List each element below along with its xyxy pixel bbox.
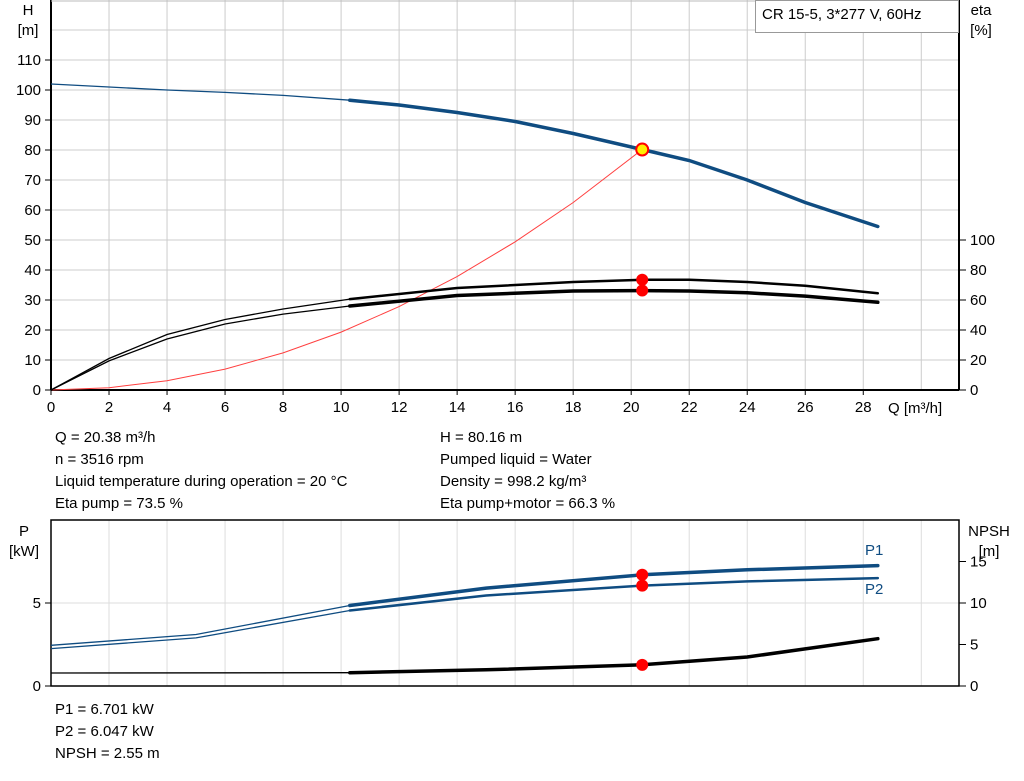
y-tick-label-left: 5 (33, 595, 41, 612)
y-tick-label-left: 20 (24, 322, 41, 339)
power-marker (636, 579, 649, 592)
eta-marker (636, 273, 649, 286)
info-temp: Liquid temperature during operation = 20… (55, 473, 348, 490)
info-h: H = 80.16 m (440, 429, 523, 446)
y-tick-label-left: 0 (33, 678, 41, 695)
eta-pump-motor-curve (348, 288, 880, 308)
p2-label: P2 (865, 581, 883, 598)
y-tick-label-left: 90 (24, 112, 41, 129)
y-label-right: eta (971, 2, 993, 19)
y-tick-label-left: 100 (16, 82, 41, 99)
y-tick-label-right: 80 (970, 262, 987, 279)
info-p1: P1 = 6.701 kW (55, 701, 154, 718)
eta-pump-curve (348, 278, 880, 301)
info-density: Density = 998.2 kg/m³ (440, 473, 587, 490)
y-label-left-unit: [kW] (9, 543, 39, 560)
x-tick-label: 0 (47, 399, 55, 416)
head-curve (348, 98, 880, 229)
x-tick-label: 12 (391, 399, 408, 416)
x-tick-label: 6 (221, 399, 229, 416)
y-tick-label-right: 0 (970, 382, 978, 399)
head-curve-thin (50, 83, 350, 101)
y-label-right: NPSH (968, 523, 1010, 540)
x-tick-label: 24 (739, 399, 756, 416)
x-tick-label: 28 (855, 399, 872, 416)
y-tick-label-right: 0 (970, 678, 978, 695)
x-tick-label: 22 (681, 399, 698, 416)
y-tick-label-left: 60 (24, 202, 41, 219)
title-box-text: CR 15-5, 3*277 V, 60Hz (762, 6, 922, 23)
y-tick-label-right: 40 (970, 322, 987, 339)
duty-point-marker (635, 142, 650, 157)
system-curve-thin (50, 149, 643, 391)
y-tick-label-left: 30 (24, 292, 41, 309)
y-tick-label-right: 10 (970, 595, 987, 612)
y-tick-label-left: 70 (24, 172, 41, 189)
y-tick-label-right: 60 (970, 292, 987, 309)
p1-curve-thin (50, 604, 350, 646)
y-tick-label-right: 100 (970, 232, 995, 249)
eta-marker (636, 284, 649, 297)
info-n: n = 3516 rpm (55, 451, 144, 468)
power-marker (636, 568, 649, 581)
p1-label: P1 (865, 542, 883, 559)
eta-pump-motor-curve-thin (50, 305, 350, 391)
x-tick-label: 26 (797, 399, 814, 416)
y-tick-label-left: 40 (24, 262, 41, 279)
y-tick-label-left: 110 (17, 52, 41, 69)
x-tick-label: 8 (279, 399, 287, 416)
x-tick-label: 4 (163, 399, 171, 416)
p1-curve (348, 563, 880, 608)
y-tick-label-left: 10 (24, 352, 41, 369)
y-label-right-unit: [%] (970, 22, 992, 39)
x-tick-label: 14 (449, 399, 466, 416)
x-tick-label: 10 (333, 399, 350, 416)
y-tick-label-left: 50 (24, 232, 41, 249)
info-liquid: Pumped liquid = Water (440, 451, 592, 468)
info-eta-pump: Eta pump = 73.5 % (55, 495, 183, 512)
x-tick-label: 16 (507, 399, 524, 416)
y-tick-label-left: 80 (24, 142, 41, 159)
info-p2: P2 = 6.047 kW (55, 723, 154, 740)
y-tick-label-right: 15 (970, 554, 987, 571)
title-box (755, 0, 959, 33)
p2-curve-thin (50, 609, 350, 650)
info-npsh: NPSH = 2.55 m (55, 745, 160, 762)
info-left: Q = 20.38 m³/h n = 3516 rpm Liquid tempe… (55, 427, 347, 515)
x-tick-label: 18 (565, 399, 582, 416)
x-tick-label: 2 (105, 399, 113, 416)
x-tick-label: 20 (623, 399, 640, 416)
y-label-right-unit: [m] (979, 543, 1000, 560)
power-marker (636, 658, 649, 671)
x-axis-label: Q [m³/h] (888, 400, 942, 417)
npsh-curve (348, 636, 880, 675)
y-tick-label-right: 5 (970, 637, 978, 654)
eta-pump-curve-thin (50, 298, 350, 391)
y-tick-label-left: 0 (33, 382, 41, 399)
y-label-left-unit: [m] (18, 22, 39, 39)
y-tick-label-right: 20 (970, 352, 987, 369)
info-q: Q = 20.38 m³/h (55, 429, 156, 446)
y-label-left: H (23, 2, 34, 19)
info-right: H = 80.16 m Pumped liquid = Water Densit… (440, 427, 615, 515)
y-label-left: P (19, 523, 29, 540)
info-eta-pump-motor: Eta pump+motor = 66.3 % (440, 495, 616, 512)
info-bottom: P1 = 6.701 kW P2 = 6.047 kW NPSH = 2.55 … (55, 699, 160, 765)
